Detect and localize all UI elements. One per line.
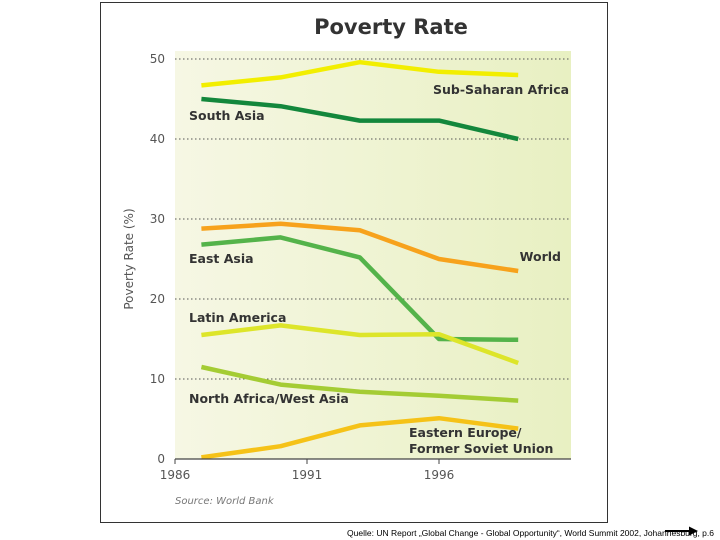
series-label: World bbox=[520, 249, 561, 264]
series-line-world bbox=[201, 221, 519, 274]
series-label: Eastern Europe/Former Soviet Union bbox=[409, 425, 553, 456]
next-arrow-icon[interactable] bbox=[665, 525, 699, 537]
chart-frame: Poverty Rate 0 10 20 30 40 50 1986 1991 1996 Pove… bbox=[100, 2, 608, 523]
y-tick-label: 40 bbox=[150, 132, 165, 146]
series-line-eastern-europe-former-soviet-union bbox=[201, 415, 519, 460]
y-axis-title: Poverty Rate (%) bbox=[122, 208, 136, 309]
chart-svg: 0 10 20 30 40 50 1986 1991 1996 Poverty Rate (%) S… bbox=[122, 51, 571, 507]
series-label: East Asia bbox=[189, 251, 254, 266]
x-tick-label: 1991 bbox=[292, 468, 323, 482]
y-tick-label: 30 bbox=[150, 212, 165, 226]
series-label: Sub-Saharan Africa bbox=[433, 82, 569, 97]
footer-caption: Quelle: UN Report „Global Change - Globa… bbox=[347, 528, 714, 538]
series-line-east-asia bbox=[201, 235, 519, 343]
series-line-sub-saharan-africa bbox=[201, 59, 519, 88]
series-line-latin-america bbox=[201, 323, 519, 366]
y-tick-label: 10 bbox=[150, 372, 165, 386]
series-line-south-asia bbox=[201, 96, 519, 142]
source-note: Source: World Bank bbox=[175, 496, 275, 507]
y-tick-label: 50 bbox=[150, 52, 165, 66]
x-tick-label: 1996 bbox=[424, 468, 455, 482]
y-tick-label: 0 bbox=[157, 452, 165, 466]
series-label: Latin America bbox=[189, 310, 286, 325]
x-tick-label: 1986 bbox=[160, 468, 191, 482]
series-label: North Africa/West Asia bbox=[189, 391, 349, 406]
series-label: South Asia bbox=[189, 108, 265, 123]
series-line-north-africa-west-asia bbox=[200, 364, 519, 403]
chart-title: Poverty Rate bbox=[314, 15, 468, 39]
y-tick-label: 20 bbox=[150, 292, 165, 306]
